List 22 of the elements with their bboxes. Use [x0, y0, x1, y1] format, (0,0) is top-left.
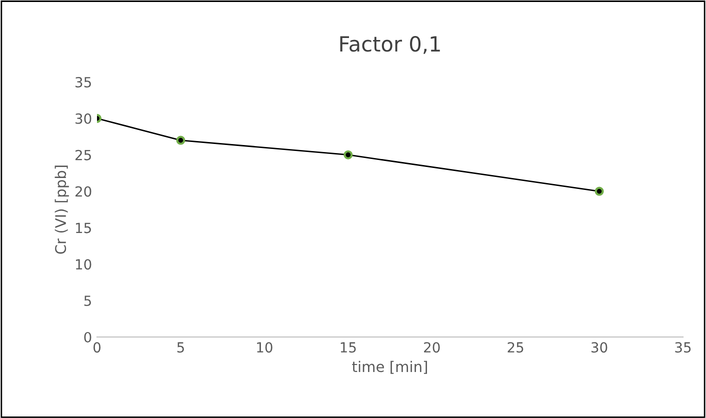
y-tick-label: 25 [75, 150, 91, 160]
x-tick-label: 20 [424, 342, 440, 353]
y-tick-label: 0 [84, 332, 92, 342]
x-tick-label: 15 [340, 342, 356, 353]
x-axis-title: time [min] [352, 360, 427, 374]
x-tick-label: 0 [93, 342, 100, 353]
x-tick-label: 10 [257, 342, 272, 353]
y-tick-label: 35 [76, 76, 91, 88]
point [594, 186, 604, 196]
y-axis-title: Cr (VI) [ppb] [54, 166, 69, 254]
point [176, 136, 186, 145]
y-tick-label: 5 [84, 296, 91, 306]
point [344, 150, 353, 160]
y-tick-label: 10 [76, 259, 92, 270]
y-tick-label: 20 [75, 186, 92, 197]
y-tick-label: 15 [76, 222, 91, 234]
y-tick-label: 30 [76, 113, 92, 124]
x-tick-label: 35 [675, 342, 691, 353]
chart-title: Factor 0,1 [340, 36, 440, 54]
x-tick-label: 5 [177, 342, 184, 353]
x-tick-label: 30 [592, 342, 608, 353]
x-tick-label: 25 [508, 342, 524, 353]
